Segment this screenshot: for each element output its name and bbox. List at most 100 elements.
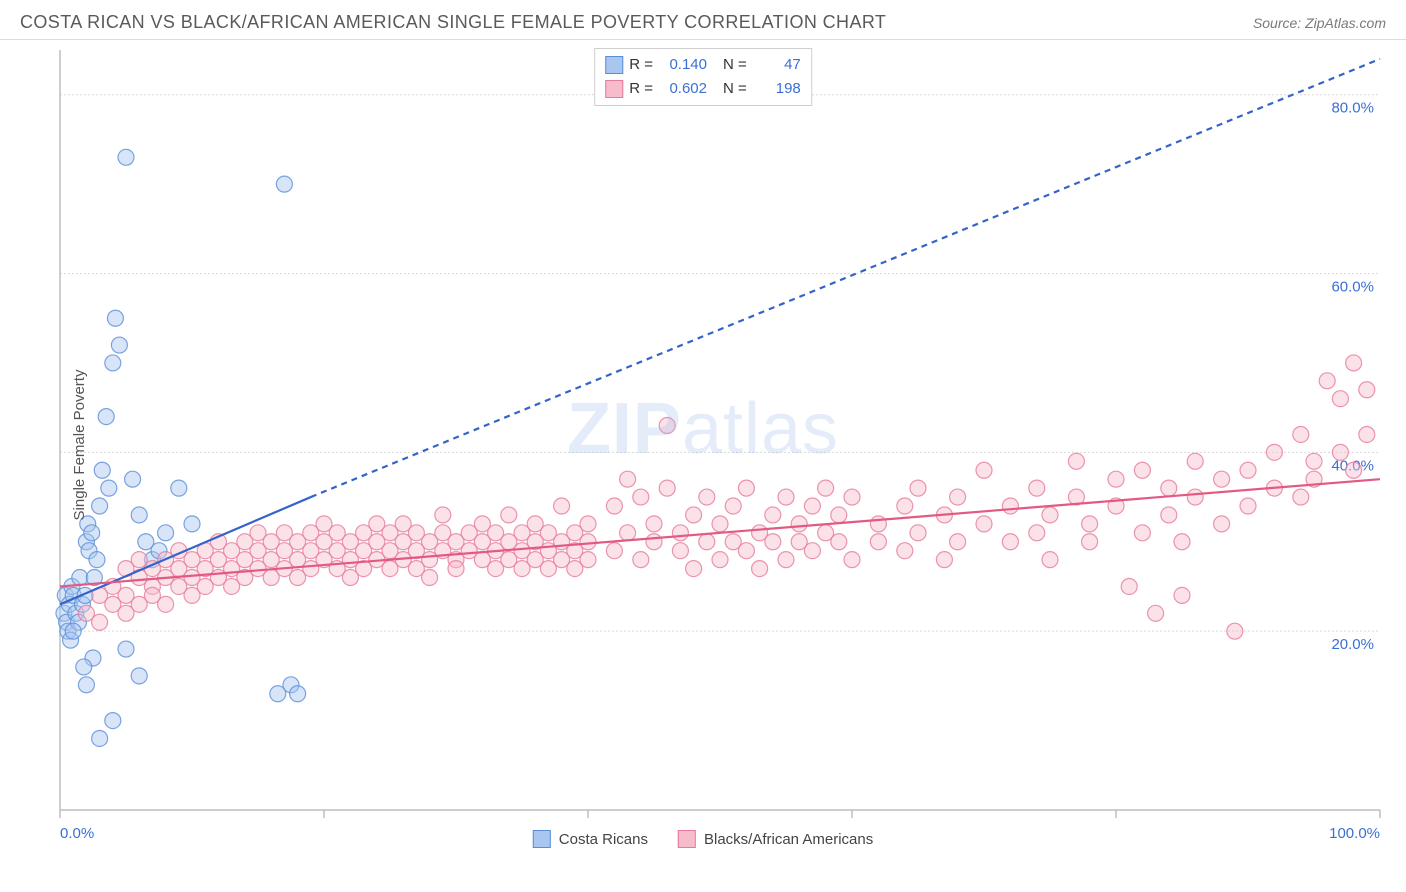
scatter-point	[501, 507, 517, 523]
scatter-point	[125, 471, 141, 487]
svg-text:60.0%: 60.0%	[1331, 279, 1374, 296]
scatter-point	[105, 355, 121, 371]
scatter-point	[1266, 444, 1282, 460]
trend-line-extrapolated	[311, 59, 1380, 497]
legend-swatch	[533, 830, 551, 848]
legend-label: Blacks/African Americans	[704, 831, 873, 848]
scatter-point	[84, 525, 100, 541]
scatter-point	[1121, 578, 1137, 594]
legend-item: Costa Ricans	[533, 830, 648, 848]
legend-row: R =0.140N =47	[605, 53, 801, 77]
chart-title: COSTA RICAN VS BLACK/AFRICAN AMERICAN SI…	[20, 12, 886, 33]
scatter-point	[844, 489, 860, 505]
scatter-point	[1187, 489, 1203, 505]
scatter-point	[1002, 498, 1018, 514]
scatter-point	[1174, 534, 1190, 550]
legend-label: Costa Ricans	[559, 831, 648, 848]
scatter-point	[1214, 516, 1230, 532]
svg-text:80.0%: 80.0%	[1331, 100, 1374, 117]
scatter-point	[276, 176, 292, 192]
scatter-point	[752, 561, 768, 577]
scatter-point	[1214, 471, 1230, 487]
scatter-point	[111, 337, 127, 353]
scatter-point	[118, 641, 134, 657]
scatter-point	[646, 534, 662, 550]
scatter-point	[778, 552, 794, 568]
scatter-point	[1293, 426, 1309, 442]
scatter-point	[633, 489, 649, 505]
scatter-point	[1319, 373, 1335, 389]
legend-item: Blacks/African Americans	[678, 830, 873, 848]
scatter-point	[672, 525, 688, 541]
scatter-point	[791, 516, 807, 532]
scatter-point	[699, 534, 715, 550]
scatter-point	[910, 480, 926, 496]
scatter-point	[897, 543, 913, 559]
source-attribution: Source: ZipAtlas.com	[1253, 15, 1386, 31]
scatter-point	[818, 480, 834, 496]
scatter-point	[765, 507, 781, 523]
scatter-point	[936, 552, 952, 568]
scatter-point	[659, 480, 675, 496]
scatter-point	[1346, 462, 1362, 478]
scatter-point	[620, 525, 636, 541]
scatter-point	[950, 534, 966, 550]
scatter-point	[1042, 507, 1058, 523]
scatter-point	[844, 552, 860, 568]
scatter-point	[107, 310, 123, 326]
scatter-point	[659, 418, 675, 434]
scatter-point	[101, 480, 117, 496]
scatter-point	[422, 570, 438, 586]
header: COSTA RICAN VS BLACK/AFRICAN AMERICAN SI…	[0, 0, 1406, 40]
scatter-point	[435, 507, 451, 523]
scatter-point	[976, 462, 992, 478]
scatter-point	[76, 659, 92, 675]
scatter-point	[580, 552, 596, 568]
scatter-point	[1068, 453, 1084, 469]
scatter-point	[65, 623, 81, 639]
scatter-point	[1174, 587, 1190, 603]
y-axis-label: Single Female Poverty	[71, 370, 88, 521]
scatter-point	[448, 561, 464, 577]
scatter-point	[950, 489, 966, 505]
scatter-point	[158, 525, 174, 541]
svg-text:20.0%: 20.0%	[1331, 636, 1374, 653]
scatter-point	[158, 596, 174, 612]
scatter-point	[1332, 444, 1348, 460]
svg-text:0.0%: 0.0%	[60, 825, 94, 842]
scatter-point	[78, 677, 94, 693]
scatter-point	[1293, 489, 1309, 505]
scatter-point	[804, 498, 820, 514]
scatter-point	[870, 516, 886, 532]
scatter-point	[1029, 480, 1045, 496]
scatter-point	[290, 686, 306, 702]
scatter-point	[738, 480, 754, 496]
scatter-point	[646, 516, 662, 532]
scatter-point	[580, 534, 596, 550]
scatter-point	[72, 570, 88, 586]
scatter-point	[699, 489, 715, 505]
legend-swatch	[678, 830, 696, 848]
scatter-point	[184, 516, 200, 532]
scatter-point	[1227, 623, 1243, 639]
scatter-point	[580, 516, 596, 532]
scatter-point	[738, 543, 754, 559]
scatter-point	[1042, 552, 1058, 568]
scatter-point	[831, 534, 847, 550]
scatter-point	[620, 471, 636, 487]
scatter-point	[131, 668, 147, 684]
scatter-point	[92, 498, 108, 514]
scatter-point	[672, 543, 688, 559]
scatter-point	[131, 507, 147, 523]
scatter-point	[606, 543, 622, 559]
scatter-point	[976, 516, 992, 532]
scatter-point	[765, 534, 781, 550]
scatter-point	[1359, 426, 1375, 442]
scatter-point	[98, 409, 114, 425]
scatter-point	[1306, 453, 1322, 469]
scatter-chart: 20.0%40.0%60.0%80.0%0.0%100.0%	[0, 40, 1406, 850]
scatter-point	[804, 543, 820, 559]
scatter-point	[1187, 453, 1203, 469]
scatter-point	[910, 525, 926, 541]
scatter-point	[94, 462, 110, 478]
